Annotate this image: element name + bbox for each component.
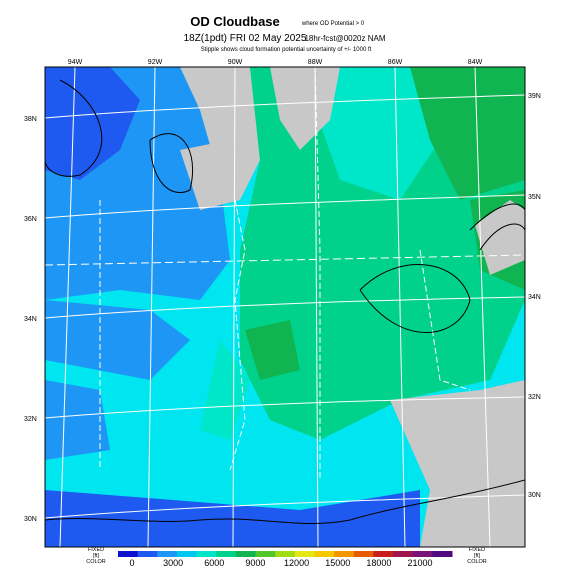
colorbar-note: FIXED: [88, 547, 104, 553]
lat-label: 34N: [24, 316, 37, 323]
colorbar-tick-label: 12000: [284, 558, 309, 568]
forecast: 18hr-fcst@0020z NAM: [304, 34, 385, 43]
lat-label: 36N: [24, 216, 37, 223]
colorbar-note: COLOR: [467, 559, 487, 565]
subtitle: Stipple shows cloud formation potential …: [201, 47, 372, 53]
colorbar-tick-label: 15000: [325, 558, 350, 568]
colorbar-swatch: [432, 551, 453, 557]
colorbar-swatch: [353, 551, 374, 557]
colorbar-note: COLOR: [86, 559, 106, 565]
colorbar-swatch: [412, 551, 433, 557]
colorbar-swatch: [294, 551, 315, 557]
title: OD Cloudbase: [190, 14, 280, 29]
lon-label: 92W: [148, 59, 163, 66]
colorbar-note: FIXED: [469, 547, 485, 553]
lon-label: 94W: [68, 59, 83, 66]
colorbar-swatch: [176, 551, 198, 557]
map-field: [44, 66, 526, 548]
lat-label: 30N: [24, 516, 37, 523]
colorbar-swatch: [216, 551, 237, 557]
colorbar-tick-label: 9000: [245, 558, 265, 568]
lat-label: 30N: [528, 492, 541, 499]
lat-label: 38N: [24, 116, 37, 123]
lon-label: 90W: [228, 59, 243, 66]
lat-label: 35N: [528, 194, 541, 201]
colorbar-tick-label: 0: [129, 558, 134, 568]
colorbar-tick-label: 18000: [366, 558, 391, 568]
colorbar-swatch: [235, 551, 257, 557]
valid-time: 18Z(1pdt) FRI 02 May 2025: [184, 33, 307, 44]
colorbar-note: [ft]: [474, 553, 481, 559]
lat-label: 32N: [24, 416, 37, 423]
lon-label: 84W: [468, 59, 483, 66]
colorbar-swatch: [314, 551, 335, 557]
colorbar-swatch: [393, 551, 414, 557]
colorbar-tick-label: 6000: [204, 558, 224, 568]
colorbar-swatch: [157, 551, 178, 557]
lon-label: 86W: [388, 59, 403, 66]
lat-label: 39N: [528, 93, 541, 100]
lat-label: 32N: [528, 394, 541, 401]
title-note: where OD Potential > 0: [301, 21, 365, 27]
colorbar-swatch: [275, 551, 296, 557]
colorbar-swatch: [255, 551, 276, 557]
colorbar-tick-label: 3000: [163, 558, 183, 568]
colorbar-tick-label: 21000: [407, 558, 432, 568]
colorbar-note: [ft]: [93, 553, 100, 559]
colorbar-swatch: [118, 551, 139, 557]
colorbar-swatch: [137, 551, 158, 557]
colorbar-swatch: [196, 551, 217, 557]
lat-label: 34N: [528, 294, 541, 301]
colorbar-swatch: [334, 551, 355, 557]
lon-label: 88W: [308, 59, 323, 66]
colorbar-swatch: [373, 551, 394, 557]
